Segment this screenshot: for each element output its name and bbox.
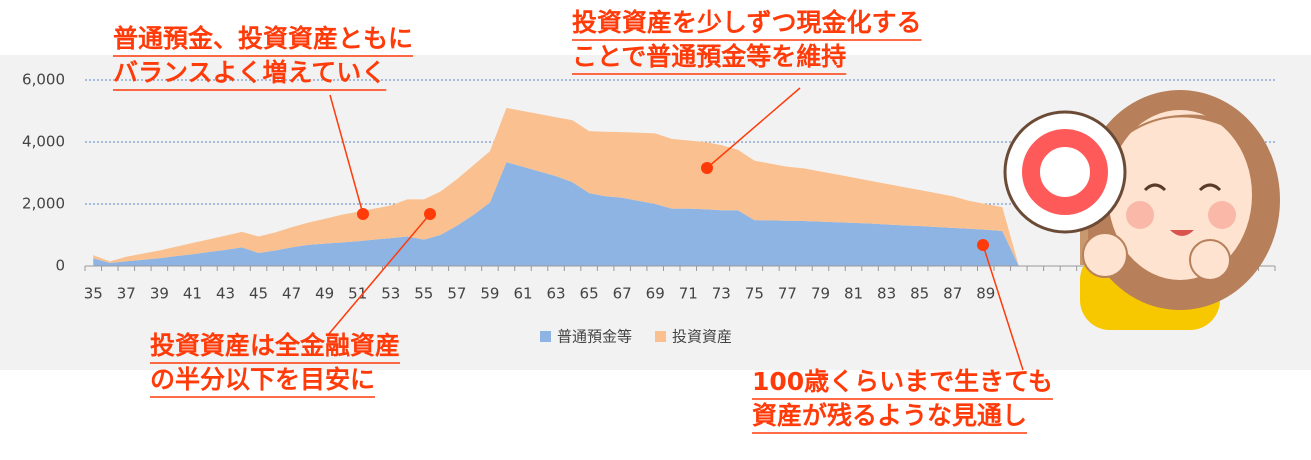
annotation-text: 投資資産は全金融資産 [150, 331, 400, 360]
x-tick-label: 63 [546, 285, 565, 303]
y-tick-label: 0 [55, 257, 65, 275]
area [93, 162, 1019, 266]
x-tick-label: 69 [646, 285, 665, 303]
x-tick-label: 79 [811, 285, 830, 303]
x-tick-label: 71 [679, 285, 698, 303]
y-tick-label: 2,000 [22, 195, 65, 213]
x-tick-label: 77 [778, 285, 797, 303]
x-tick-label: 81 [844, 285, 863, 303]
annotation-text: 普通預金、投資資産ともに [113, 24, 413, 53]
y-tick-label: 6,000 [22, 71, 65, 89]
x-tick-label: 65 [580, 285, 599, 303]
x-tick-label: 61 [513, 285, 532, 303]
legend-label: 投資資産 [672, 328, 732, 346]
x-tick-label: 43 [216, 285, 235, 303]
x-tick-label: 51 [348, 285, 367, 303]
legend-swatch [655, 331, 667, 342]
x-tick-label: 73 [712, 285, 731, 303]
annotation-text: バランスよく増えていく [113, 58, 386, 87]
x-tick-label: 83 [877, 285, 896, 303]
x-tick-label: 75 [745, 285, 764, 303]
annotation-text: ことで普通預金等を維持 [572, 42, 846, 71]
x-tick-label: 49 [315, 285, 334, 303]
annotation-text: の半分以下を目安に [150, 365, 375, 394]
annotation-text: 資産が残るような見通し [752, 401, 1027, 430]
x-tick-label: 53 [381, 285, 400, 303]
pointer-dots [357, 162, 989, 251]
y-tick-label: 4,000 [22, 133, 65, 151]
plot: 0 2,000 4,000 6,000 35 37 39 41 43 45 47 49 51 53 55 57… [22, 71, 1276, 346]
legend-label: 普通預金等 [557, 328, 632, 346]
x-tick-label: 35 [84, 285, 103, 303]
annotation-text: 投資資産を少しずつ現金化する [572, 8, 922, 37]
x-tick-label: 55 [414, 285, 433, 303]
annotation-text: 100歳くらいまで生きても [752, 367, 1053, 396]
x-tick-label: 47 [282, 285, 301, 303]
illustration [1003, 90, 1280, 330]
x-tick-label: 59 [480, 285, 499, 303]
area [93, 107, 1019, 267]
x-tick-label: 67 [613, 285, 632, 303]
legend-swatch [540, 331, 551, 342]
x-tick-label: 41 [183, 285, 202, 303]
x-tick-label: 87 [943, 285, 962, 303]
x-tick-label: 57 [447, 285, 466, 303]
pointer-lines [327, 87, 1024, 371]
x-tick-label: 89 [976, 285, 995, 303]
x-tick-label: 45 [249, 285, 268, 303]
x-tick-label: 39 [150, 285, 169, 303]
x-tick-label: 37 [117, 285, 136, 303]
x-tick-label: 85 [910, 285, 929, 303]
